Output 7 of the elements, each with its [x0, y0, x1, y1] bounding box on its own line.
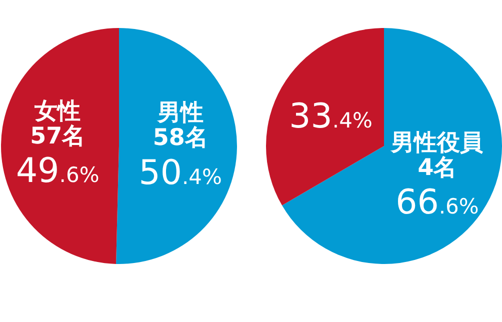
slice-label: 女性 57名 [30, 98, 86, 150]
data-label: 33.4% [289, 96, 372, 136]
slice-label: 男性役員 4名 [390, 130, 484, 182]
data-label: 50.4% [138, 152, 222, 193]
slice-label: 男性 58名 [152, 100, 208, 152]
data-label: 49.6% [16, 151, 100, 192]
data-label: 66.6% [396, 182, 479, 223]
